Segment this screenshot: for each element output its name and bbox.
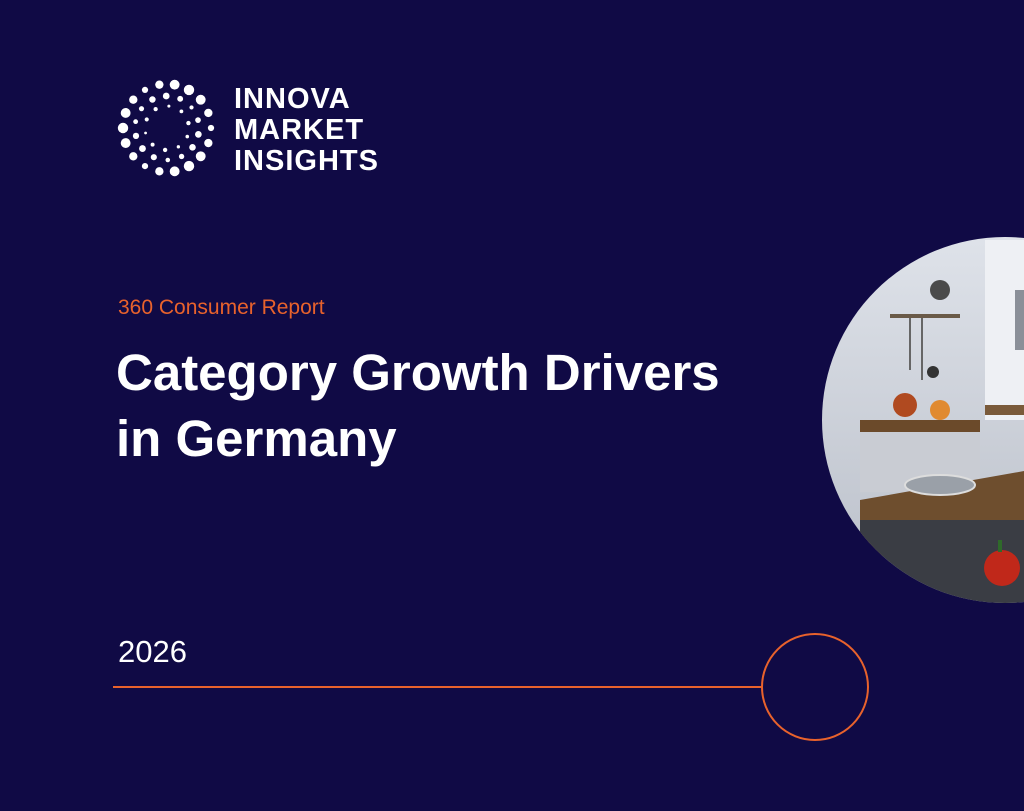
logo-dot: [144, 117, 149, 122]
logo-dot: [169, 79, 180, 90]
logo-dot: [195, 94, 206, 105]
logo-dot: [141, 162, 149, 170]
logo-dot: [167, 104, 171, 108]
title: Category Growth Drivers in Germany: [116, 340, 720, 472]
subtitle: 360 Consumer Report: [118, 296, 325, 319]
logo-dot: [139, 145, 146, 152]
logo-dot: [141, 86, 149, 94]
logo-text: INNOVA MARKET INSIGHTS: [234, 84, 379, 177]
logo-dot: [183, 160, 195, 172]
logo-dot: [129, 95, 138, 104]
divider-circle: [761, 633, 869, 741]
logo-dot: [178, 153, 185, 160]
logo-dot: [155, 167, 164, 176]
logo-dot: [183, 84, 195, 96]
logo-dot: [132, 132, 140, 140]
logo-dot: [150, 142, 155, 147]
logo-dot: [195, 151, 206, 162]
logo-dot: [177, 95, 184, 102]
logo-dot: [144, 131, 147, 135]
logo-dot: [138, 106, 145, 112]
logo-dot: [204, 108, 213, 118]
logo-dot: [189, 144, 196, 151]
logo-dot: [120, 138, 131, 148]
logo-dot: [195, 131, 202, 138]
year: 2026: [118, 634, 187, 669]
logo-dot: [120, 108, 131, 118]
logo-dot: [204, 138, 213, 148]
logo-dot: [155, 80, 164, 89]
logo-dot: [195, 117, 201, 123]
logo-dot: [169, 166, 180, 177]
logo-dot: [133, 119, 139, 125]
logo-line: INNOVA: [234, 83, 351, 115]
title-line: in Germany: [116, 410, 397, 467]
kitchen-photo: [822, 237, 1024, 603]
logo-dot: [176, 145, 181, 149]
logo-dot: [207, 124, 215, 132]
logo-mark: [117, 79, 215, 177]
logo-dot: [149, 96, 156, 103]
logo-line: MARKET: [234, 114, 365, 146]
logo-dot: [186, 120, 191, 126]
logo-dot: [129, 152, 138, 161]
logo-dot: [185, 134, 190, 139]
logo-line: INSIGHTS: [234, 145, 379, 177]
logo-dot: [162, 147, 168, 153]
logo-dot: [165, 157, 171, 163]
logo-dot: [153, 107, 158, 112]
logo-dot: [117, 122, 129, 134]
title-line: Category Growth Drivers: [116, 344, 720, 401]
logo-dot: [150, 154, 157, 161]
logo-dot: [189, 105, 194, 110]
logo-dot: [162, 92, 170, 100]
logo-dot: [179, 109, 184, 114]
